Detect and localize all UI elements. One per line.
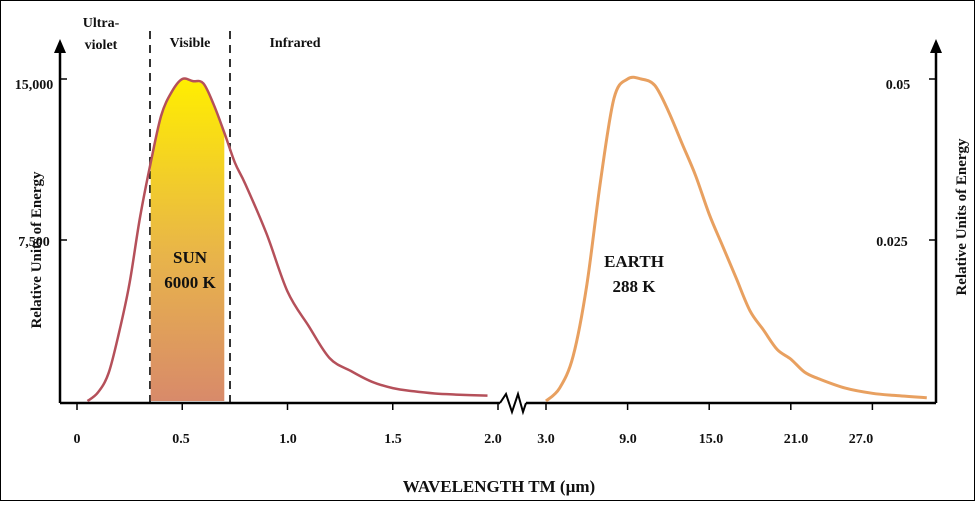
x-axis-title: WAVELENGTH TM (µm) — [403, 477, 595, 496]
tick-marks — [60, 78, 936, 410]
region-ultraviolet-line2: violet — [85, 38, 118, 53]
right-y-tick-label: 0.05 — [886, 78, 911, 93]
axes — [54, 39, 942, 416]
x-tick-label: 15.0 — [699, 432, 724, 447]
earth-label-line1: EARTH — [604, 252, 664, 271]
right-y-tick-label: 0.025 — [876, 235, 908, 250]
left-y-tick-label: 15,000 — [15, 78, 54, 93]
x-tick-label: 9.0 — [619, 432, 637, 447]
x-tick-label: 0 — [74, 432, 81, 447]
x-tick-label: 1.5 — [384, 432, 402, 447]
x-tick-label: 27.0 — [849, 432, 874, 447]
x-tick-label: 3.0 — [537, 432, 555, 447]
earth-curve — [544, 75, 927, 403]
region-ultraviolet-line1: Ultra- — [83, 16, 120, 31]
region-infrared: Infrared — [269, 36, 320, 51]
left-y-axis-title: Relative Units of Energy — [29, 171, 45, 329]
left-y-arrow — [54, 39, 66, 53]
sun-curve — [86, 77, 488, 403]
sun-visible-fill — [150, 79, 225, 401]
left-y-tick-label: 7,500 — [18, 235, 50, 250]
x-tick-label: 21.0 — [784, 432, 809, 447]
right-y-arrow — [930, 39, 942, 53]
earth-label-line2: 288 K — [613, 277, 657, 296]
x-tick-label: 0.5 — [172, 432, 190, 447]
x-tick-label: 2.0 — [484, 432, 502, 447]
right-y-axis-title: Relative Units of Energy — [954, 138, 970, 296]
sun-label-line1: SUN — [173, 248, 208, 267]
axis-break — [499, 390, 527, 416]
region-visible: Visible — [170, 36, 211, 51]
x-tick-label: 1.0 — [279, 432, 297, 447]
sun-label-line2: 6000 K — [164, 273, 216, 292]
